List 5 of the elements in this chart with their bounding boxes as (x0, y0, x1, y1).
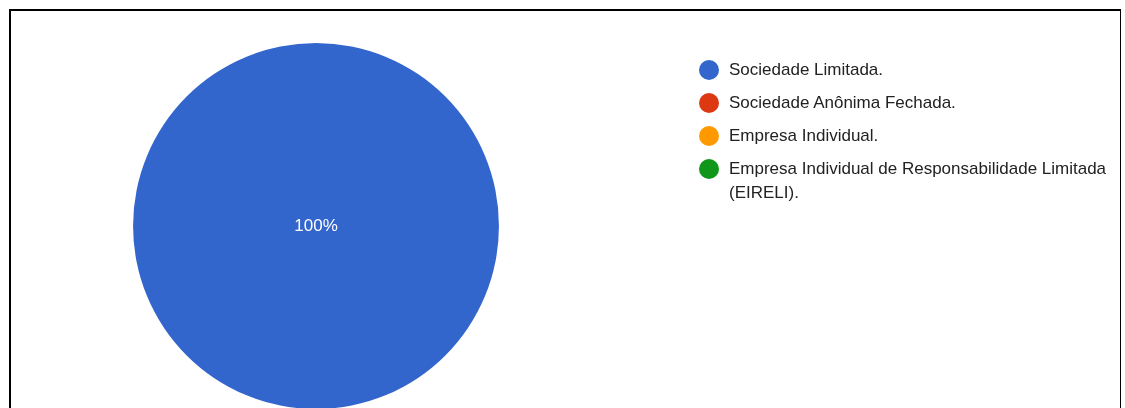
legend-label: Sociedade Anônima Fechada. (729, 92, 956, 114)
legend-label: Empresa Individual. (729, 125, 879, 147)
data-label: 100% (294, 215, 338, 235)
legend-label: Sociedade Limitada. (729, 59, 884, 81)
legend-label: Empresa Individual de Responsabilidade Limitada (EIRELI). (729, 158, 1108, 204)
